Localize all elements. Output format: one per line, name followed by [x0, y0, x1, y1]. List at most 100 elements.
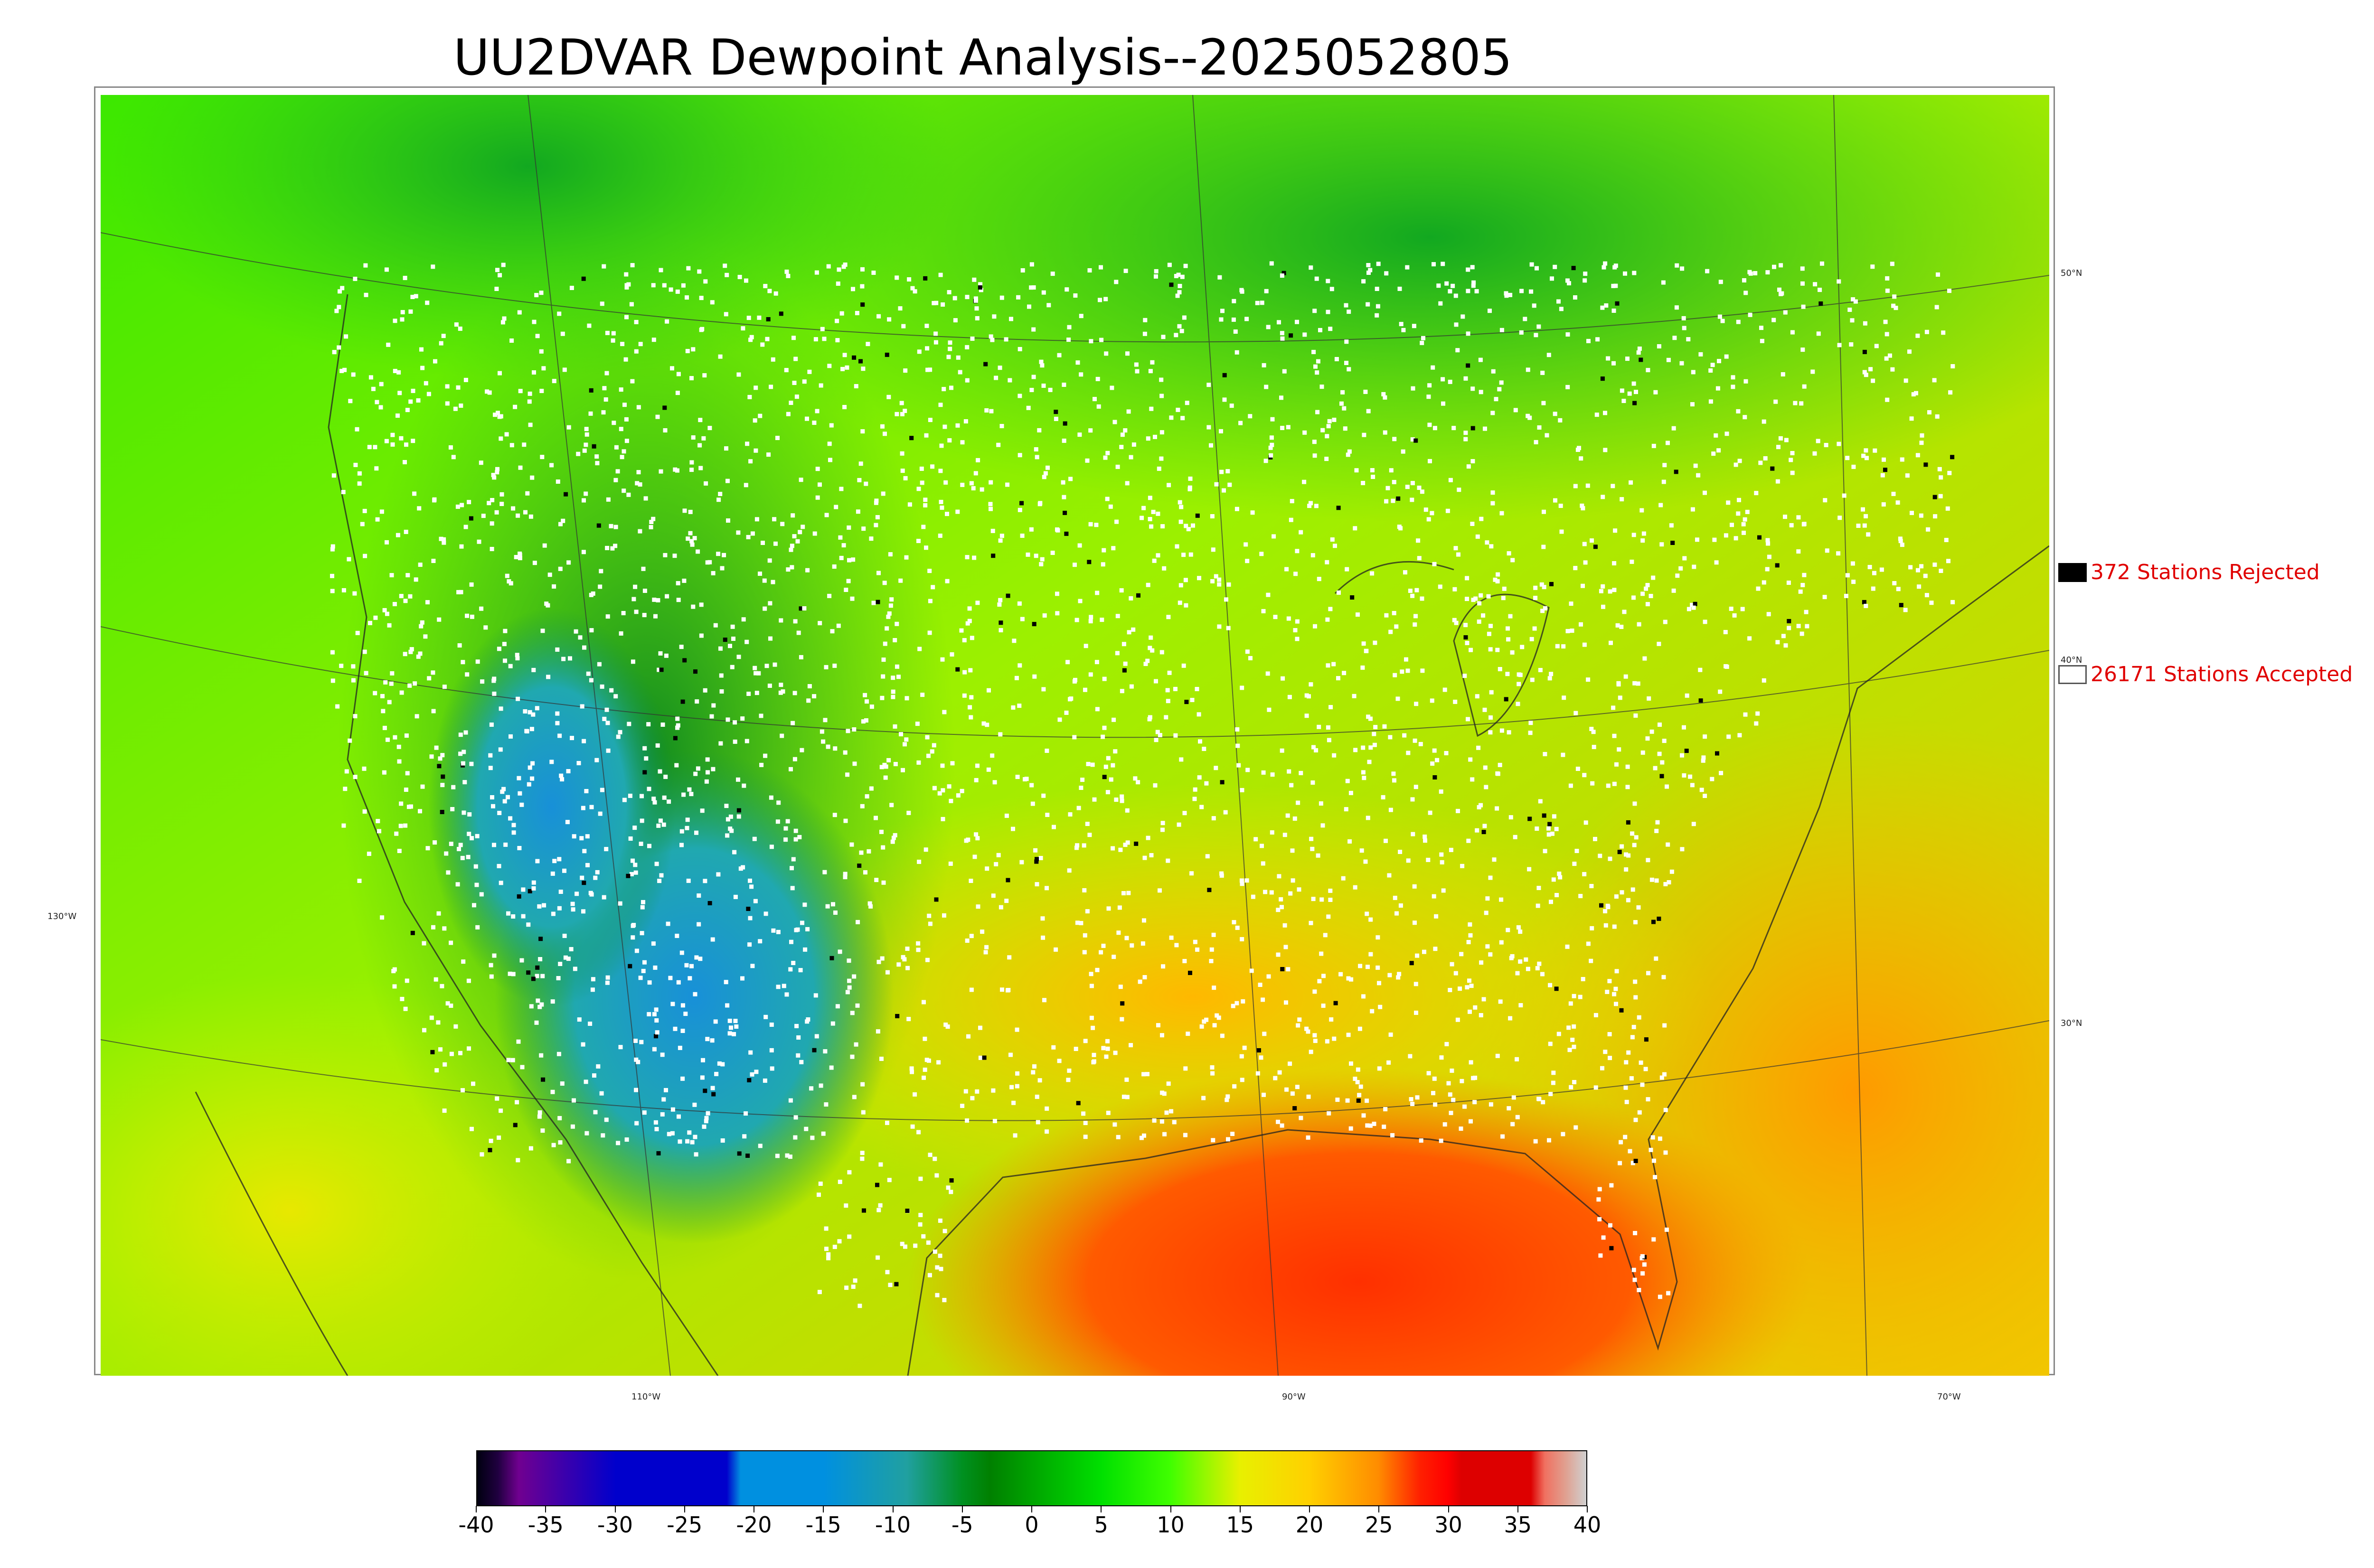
station-marker [1516, 702, 1520, 706]
station-marker [1034, 859, 1039, 864]
station-marker [422, 941, 426, 946]
station-marker [1186, 527, 1191, 532]
station-marker [815, 495, 820, 500]
station-marker [887, 317, 892, 322]
station-marker [703, 1089, 707, 1093]
station-marker [1309, 1050, 1313, 1054]
station-marker [676, 723, 680, 728]
station-marker [1276, 1119, 1281, 1124]
station-marker [1399, 322, 1404, 327]
station-marker [1313, 1039, 1318, 1043]
station-marker [1470, 265, 1475, 270]
station-marker [796, 1035, 801, 1040]
station-marker [634, 948, 639, 953]
station-marker [1663, 1150, 1668, 1155]
station-marker [881, 657, 886, 662]
station-marker [1227, 482, 1232, 487]
station-marker [942, 710, 947, 714]
station-marker [705, 560, 710, 565]
station-marker [1113, 1051, 1118, 1055]
station-marker [1634, 835, 1639, 840]
station-marker [412, 491, 417, 496]
station-marker [861, 526, 866, 531]
station-marker [1159, 1119, 1164, 1124]
station-marker [689, 468, 694, 472]
station-marker [640, 794, 644, 798]
station-marker [1400, 669, 1404, 674]
station-marker [663, 553, 668, 557]
station-marker [1837, 441, 1841, 446]
station-marker [653, 965, 658, 970]
station-marker [504, 432, 509, 437]
station-marker [1174, 274, 1178, 278]
station-marker [1262, 363, 1266, 367]
station-marker [691, 435, 696, 440]
station-marker [788, 1155, 792, 1159]
station-marker [1439, 1138, 1443, 1143]
station-marker [659, 667, 664, 672]
station-marker [1446, 1081, 1451, 1086]
station-marker [1736, 319, 1741, 324]
station-marker [1220, 1033, 1225, 1038]
station-marker [1160, 821, 1165, 826]
station-marker [1454, 620, 1459, 625]
station-marker [440, 783, 445, 788]
station-marker [1316, 853, 1320, 858]
station-marker [582, 645, 586, 650]
station-marker [1394, 624, 1399, 629]
station-marker [1040, 916, 1045, 921]
station-marker [1316, 359, 1320, 364]
station-marker [1368, 952, 1373, 957]
station-marker [1024, 777, 1029, 781]
station-marker [1245, 559, 1250, 563]
station-marker [1653, 766, 1658, 770]
station-marker [1508, 1016, 1513, 1021]
station-marker [1325, 617, 1330, 622]
station-marker [1696, 473, 1701, 478]
station-marker [876, 959, 881, 964]
station-marker [869, 786, 874, 791]
station-marker [1636, 681, 1640, 686]
station-marker [523, 709, 528, 714]
station-marker [439, 341, 443, 346]
station-marker [1166, 615, 1171, 620]
station-marker [1179, 757, 1184, 762]
station-marker [420, 366, 425, 370]
station-marker [852, 761, 857, 766]
station-marker [591, 977, 595, 982]
colorbar-tick-label: 40 [1573, 1512, 1602, 1538]
station-marker [338, 289, 342, 294]
station-marker [649, 525, 653, 529]
station-marker [960, 789, 964, 793]
station-marker [1000, 987, 1004, 992]
station-marker [1034, 554, 1038, 558]
station-marker [526, 970, 531, 975]
station-marker [1033, 848, 1038, 853]
station-marker [540, 455, 545, 460]
station-marker [694, 955, 699, 960]
station-marker [942, 387, 946, 392]
station-marker [386, 737, 390, 742]
station-marker [1094, 523, 1099, 527]
station-marker [1319, 385, 1324, 389]
station-marker [1417, 556, 1422, 561]
station-marker [488, 766, 493, 770]
lon-label-70w: 70°W [1937, 1392, 1961, 1402]
station-marker [703, 688, 707, 693]
station-marker [515, 1100, 519, 1105]
station-marker [1723, 630, 1728, 634]
station-marker [1783, 515, 1787, 519]
station-marker [410, 295, 415, 299]
station-marker [1633, 1117, 1638, 1122]
station-marker [894, 1282, 899, 1286]
station-marker [689, 792, 694, 797]
station-marker [725, 817, 730, 822]
station-marker [1020, 268, 1025, 272]
station-marker [711, 767, 716, 771]
station-marker [819, 383, 823, 388]
station-marker [1427, 383, 1432, 388]
station-marker [1861, 507, 1865, 512]
station-marker [1649, 1147, 1653, 1152]
station-marker [1561, 1132, 1565, 1136]
station-marker [539, 291, 544, 295]
